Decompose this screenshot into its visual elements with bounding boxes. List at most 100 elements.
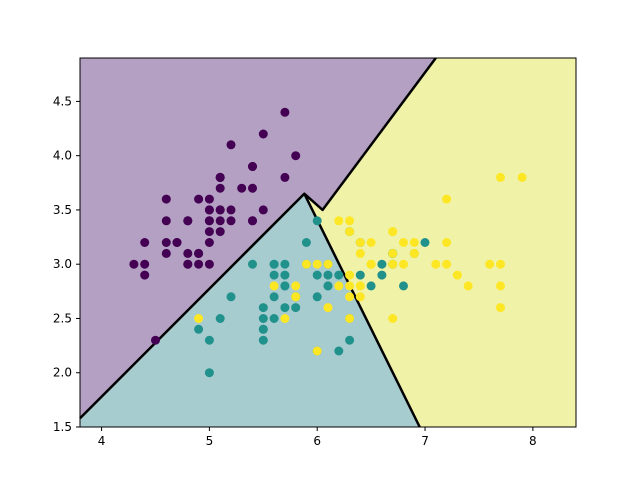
point-class-1	[420, 238, 430, 247]
point-class-0	[215, 227, 225, 237]
plot-frame	[79, 57, 577, 428]
point-class-0	[204, 259, 214, 269]
point-class-1	[248, 259, 257, 269]
point-class-0	[226, 205, 236, 215]
point-class-1	[323, 270, 333, 280]
point-class-0	[161, 238, 171, 247]
point-class-1	[204, 368, 214, 378]
point-class-2	[355, 292, 365, 302]
point-class-0	[140, 238, 150, 247]
point-class-0	[226, 216, 236, 226]
point-class-1	[399, 281, 408, 291]
point-class-2	[366, 238, 376, 247]
point-class-0	[215, 172, 225, 182]
point-class-0	[151, 335, 160, 345]
point-class-0	[215, 183, 225, 193]
point-class-2	[334, 216, 344, 226]
point-class-2	[399, 259, 408, 269]
point-class-1	[215, 314, 225, 323]
point-class-2	[323, 303, 333, 313]
point-class-2	[345, 292, 355, 302]
point-class-1	[301, 238, 311, 247]
point-class-1	[366, 281, 376, 291]
point-class-1	[312, 292, 322, 302]
point-class-0	[194, 194, 204, 204]
point-class-0	[280, 107, 290, 117]
point-class-1	[226, 292, 236, 302]
point-class-1	[269, 292, 279, 302]
point-class-2	[388, 227, 398, 237]
point-class-0	[280, 172, 290, 182]
point-class-0	[204, 205, 214, 215]
y-tick-label: 3.5	[53, 203, 72, 217]
x-tick-label: 7	[421, 434, 429, 448]
point-class-0	[215, 205, 225, 215]
point-class-2	[496, 303, 505, 313]
point-class-0	[248, 216, 257, 226]
x-axis: 4 5 6 7 8	[98, 427, 537, 448]
point-class-1	[269, 314, 279, 323]
point-class-2	[399, 238, 408, 247]
point-class-2	[301, 259, 311, 269]
point-class-2	[409, 238, 419, 247]
point-class-0	[161, 248, 171, 258]
point-class-0	[204, 194, 214, 204]
point-class-2	[334, 281, 344, 291]
point-class-1	[280, 281, 290, 291]
point-class-1	[269, 270, 279, 280]
point-class-0	[226, 140, 236, 150]
point-class-2	[291, 292, 301, 302]
point-class-0	[129, 259, 139, 269]
point-class-2	[291, 281, 301, 291]
point-class-2	[345, 227, 355, 237]
point-class-2	[442, 238, 452, 247]
point-class-2	[280, 314, 290, 323]
point-class-2	[496, 172, 505, 182]
point-class-0	[140, 270, 150, 280]
point-class-1	[334, 270, 344, 280]
point-class-0	[183, 248, 193, 258]
point-class-2	[323, 259, 333, 269]
point-class-0	[248, 162, 257, 171]
point-class-0	[258, 129, 268, 139]
point-class-0	[248, 183, 257, 193]
point-class-0	[161, 216, 171, 226]
point-class-2	[463, 281, 473, 291]
point-class-1	[204, 335, 214, 345]
y-tick-label: 3.0	[53, 257, 72, 271]
point-class-2	[312, 259, 322, 269]
y-tick-label: 2.5	[53, 311, 72, 325]
x-tick-label: 8	[529, 434, 537, 448]
point-class-2	[388, 259, 398, 269]
point-class-1	[377, 270, 387, 280]
point-class-1	[258, 324, 268, 334]
point-class-2	[355, 281, 365, 291]
point-class-2	[312, 346, 322, 356]
point-class-1	[258, 314, 268, 323]
point-class-0	[161, 194, 171, 204]
point-class-2	[269, 281, 279, 291]
y-tick-label: 4.0	[53, 149, 72, 163]
point-class-1	[377, 259, 387, 269]
point-class-2	[355, 248, 365, 258]
point-class-2	[442, 259, 452, 269]
point-class-1	[334, 346, 344, 356]
point-class-0	[183, 259, 193, 269]
point-class-1	[269, 259, 279, 269]
data-points	[129, 107, 527, 378]
x-tick-label: 4	[98, 434, 106, 448]
point-class-0	[140, 259, 150, 269]
point-class-2	[442, 194, 452, 204]
y-tick-label: 4.5	[53, 94, 72, 108]
point-class-0	[215, 216, 225, 226]
point-class-1	[291, 303, 301, 313]
x-tick-label: 6	[313, 434, 321, 448]
point-class-0	[258, 205, 268, 215]
point-class-2	[496, 259, 505, 269]
point-class-2	[517, 172, 527, 182]
point-class-1	[345, 335, 355, 345]
x-tick-label: 5	[206, 434, 214, 448]
point-class-2	[345, 216, 355, 226]
point-class-0	[183, 216, 193, 226]
